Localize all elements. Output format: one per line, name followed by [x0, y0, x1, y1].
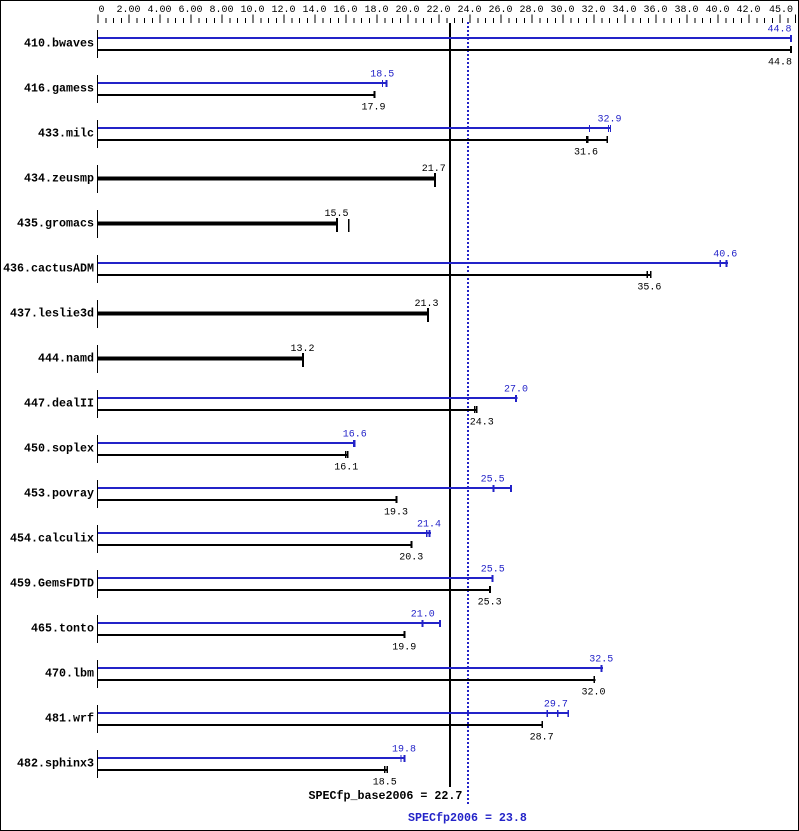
svg-text:15.5: 15.5 [324, 209, 348, 220]
svg-text:453.povray: 453.povray [24, 486, 94, 500]
svg-text:450.soplex: 450.soplex [24, 441, 94, 455]
svg-text:10.0: 10.0 [240, 5, 264, 16]
svg-text:19.8: 19.8 [392, 744, 416, 755]
svg-text:416.gamess: 416.gamess [24, 81, 94, 95]
svg-text:42.0: 42.0 [736, 5, 760, 16]
svg-text:8.00: 8.00 [209, 5, 233, 16]
svg-text:22.0: 22.0 [426, 5, 450, 16]
svg-text:44.8: 44.8 [768, 57, 792, 68]
svg-text:45.0: 45.0 [769, 5, 793, 16]
svg-text:36.0: 36.0 [643, 5, 667, 16]
svg-text:25.5: 25.5 [481, 564, 505, 575]
svg-text:32.9: 32.9 [597, 114, 621, 125]
svg-text:18.0: 18.0 [364, 5, 388, 16]
svg-text:459.GemsFDTD: 459.GemsFDTD [10, 576, 94, 590]
svg-text:21.3: 21.3 [414, 299, 438, 310]
svg-text:21.0: 21.0 [411, 609, 435, 620]
svg-text:26.0: 26.0 [488, 5, 512, 16]
svg-text:40.0: 40.0 [705, 5, 729, 16]
svg-text:481.wrf: 481.wrf [45, 711, 94, 725]
svg-text:482.sphinx3: 482.sphinx3 [17, 756, 94, 770]
svg-text:30.0: 30.0 [550, 5, 574, 16]
svg-text:14.0: 14.0 [302, 5, 326, 16]
svg-text:35.6: 35.6 [637, 282, 661, 293]
svg-text:29.7: 29.7 [544, 699, 568, 710]
svg-text:20.3: 20.3 [399, 552, 423, 563]
svg-text:437.leslie3d: 437.leslie3d [10, 306, 94, 320]
svg-text:32.0: 32.0 [581, 687, 605, 698]
svg-text:32.0: 32.0 [581, 5, 605, 16]
svg-text:6.00: 6.00 [178, 5, 202, 16]
svg-text:4.00: 4.00 [147, 5, 171, 16]
svg-text:2.00: 2.00 [116, 5, 140, 16]
svg-text:0: 0 [98, 5, 104, 16]
svg-text:SPECfp_base2006 = 22.7: SPECfp_base2006 = 22.7 [309, 789, 463, 803]
svg-text:17.9: 17.9 [361, 102, 385, 113]
svg-text:18.5: 18.5 [370, 69, 394, 80]
svg-text:410.bwaves: 410.bwaves [24, 36, 94, 50]
svg-text:32.5: 32.5 [589, 654, 613, 665]
svg-text:25.3: 25.3 [478, 597, 502, 608]
svg-text:19.9: 19.9 [392, 642, 416, 653]
svg-text:24.0: 24.0 [457, 5, 481, 16]
svg-text:433.milc: 433.milc [38, 126, 94, 140]
svg-text:27.0: 27.0 [504, 384, 528, 395]
svg-text:38.0: 38.0 [674, 5, 698, 16]
svg-text:21.4: 21.4 [417, 519, 441, 530]
svg-text:16.1: 16.1 [334, 462, 358, 473]
svg-text:447.dealII: 447.dealII [24, 396, 94, 410]
svg-text:434.zeusmp: 434.zeusmp [24, 171, 94, 185]
svg-text:436.cactusADM: 436.cactusADM [3, 261, 94, 275]
svg-text:470.lbm: 470.lbm [45, 666, 94, 680]
svg-text:16.0: 16.0 [333, 5, 357, 16]
svg-text:44.8: 44.8 [767, 24, 791, 35]
svg-text:435.gromacs: 435.gromacs [17, 216, 94, 230]
svg-text:28.0: 28.0 [519, 5, 543, 16]
svg-text:12.0: 12.0 [271, 5, 295, 16]
svg-text:16.6: 16.6 [343, 429, 367, 440]
svg-text:19.3: 19.3 [384, 507, 408, 518]
svg-text:28.7: 28.7 [530, 732, 554, 743]
svg-text:31.6: 31.6 [574, 147, 598, 158]
svg-text:454.calculix: 454.calculix [10, 531, 94, 545]
svg-text:13.2: 13.2 [290, 344, 314, 355]
svg-text:40.6: 40.6 [713, 249, 737, 260]
svg-text:34.0: 34.0 [612, 5, 636, 16]
svg-text:20.0: 20.0 [395, 5, 419, 16]
svg-text:18.5: 18.5 [373, 777, 397, 788]
svg-text:24.3: 24.3 [470, 417, 494, 428]
svg-text:465.tonto: 465.tonto [31, 621, 94, 635]
svg-text:21.7: 21.7 [422, 164, 446, 175]
svg-text:444.namd: 444.namd [38, 351, 94, 365]
svg-text:SPECfp2006 = 23.8: SPECfp2006 = 23.8 [408, 811, 527, 825]
svg-text:25.5: 25.5 [481, 474, 505, 485]
